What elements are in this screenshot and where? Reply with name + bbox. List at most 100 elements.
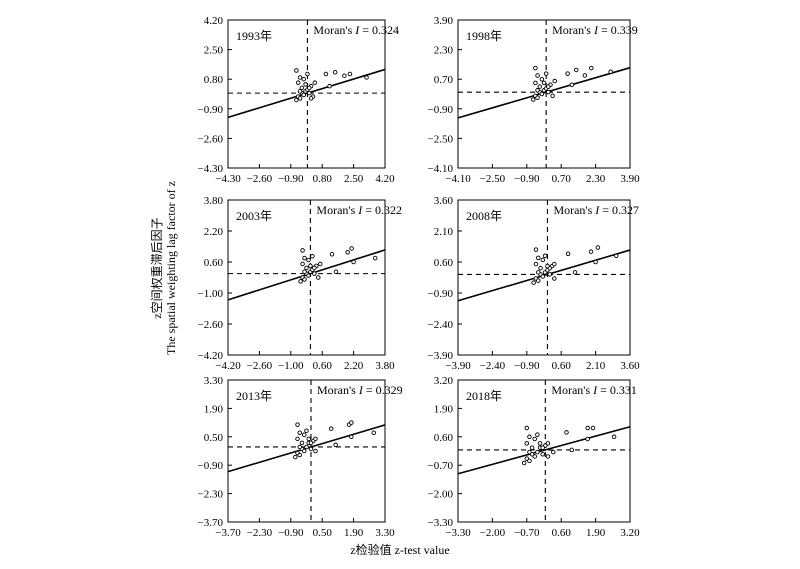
data-point — [539, 76, 545, 82]
data-point — [551, 449, 556, 455]
y-tick-label: 0.60 — [204, 257, 224, 269]
y-tick-label: 2.50 — [204, 45, 224, 57]
data-point — [540, 445, 545, 450]
x-tick-label: −2.50 — [480, 173, 506, 185]
x-tick-label: −2.60 — [247, 360, 273, 372]
data-point — [535, 95, 540, 100]
data-point — [536, 255, 541, 261]
x-tick-label: −0.90 — [514, 360, 540, 372]
y-tick-label: −4.30 — [198, 163, 224, 175]
x-tick-label: 2.10 — [586, 360, 606, 372]
panel-frame — [457, 379, 631, 523]
data-point — [540, 257, 546, 263]
panel-frame — [227, 19, 386, 169]
moran-label: Moran's I = 0.327 — [553, 203, 639, 217]
ylabel-en: The spatial weighting lag factor of z — [164, 181, 178, 355]
y-tick-label: 2.20 — [204, 226, 224, 238]
data-point — [299, 440, 305, 446]
moran-label: Moran's I = 0.329 — [317, 383, 403, 397]
panel-frame — [227, 199, 386, 356]
data-point — [295, 80, 301, 85]
moran-label: Moran's I = 0.339 — [552, 23, 638, 37]
y-tick-label: −2.60 — [198, 319, 224, 331]
data-point — [316, 275, 321, 280]
y-tick-label: −3.70 — [198, 517, 224, 529]
data-point — [313, 448, 318, 454]
data-point — [349, 420, 354, 425]
x-tick-label: −1.00 — [278, 360, 304, 372]
data-point — [297, 96, 303, 101]
y-tick-label: −0.90 — [198, 104, 224, 116]
data-point — [565, 251, 571, 256]
data-point — [308, 440, 314, 446]
data-point — [527, 458, 532, 464]
moran-label: Moran's I = 0.324 — [313, 23, 399, 37]
moran-value: = 0.331 — [597, 383, 637, 397]
panel-frame — [227, 379, 386, 523]
moran-label: Moran's I = 0.331 — [551, 383, 637, 397]
x-tick-label: −4.10 — [445, 173, 471, 185]
data-point — [349, 246, 354, 251]
y-tick-label: −2.60 — [198, 133, 224, 145]
panel-5: −3.70 −2.30 −0.90 0.50 1.90 3.303.301.900.50−… — [198, 375, 403, 539]
x-tick-label: 0.60 — [552, 527, 572, 539]
panel-4: −3.90 −2.40 −0.90 0.60 2.10 3.603.602.100.60−… — [428, 195, 641, 372]
data-point — [301, 76, 306, 82]
data-point — [300, 248, 305, 253]
data-point — [297, 75, 303, 80]
panel-6: −3.30 −2.00 −0.70 0.60 1.90 3.203.201.900.60−… — [428, 375, 641, 539]
data-point — [536, 270, 541, 275]
data-point — [539, 91, 545, 97]
moran-symbol: I — [357, 203, 363, 217]
panel-frame — [457, 199, 631, 356]
x-tick-label: 0.70 — [552, 173, 572, 185]
data-point — [351, 259, 356, 265]
moran-label: Moran's I = 0.322 — [316, 203, 402, 217]
data-point — [533, 65, 538, 71]
y-tick-label: −2.30 — [198, 489, 224, 501]
regression-line — [457, 425, 631, 475]
data-point — [312, 271, 317, 276]
data-point — [306, 257, 311, 263]
data-point — [541, 80, 547, 86]
moran-prefix: Moran's — [553, 203, 595, 217]
data-point — [297, 430, 303, 435]
xlabel: z检验值 z-test value — [350, 542, 449, 557]
data-point — [569, 82, 575, 87]
y-tick-label: 2.10 — [434, 226, 454, 238]
data-point — [611, 434, 617, 440]
data-point — [524, 425, 530, 431]
x-tick-label: 3.80 — [375, 360, 395, 372]
data-point — [364, 75, 369, 80]
data-point — [372, 255, 378, 261]
x-tick-label: 0.50 — [313, 527, 333, 539]
data-point — [552, 261, 557, 267]
year-label: 2013年 — [236, 389, 272, 403]
data-point — [333, 269, 339, 274]
y-tick-label: 3.80 — [204, 195, 224, 207]
data-point — [323, 71, 329, 77]
data-point — [299, 85, 305, 91]
data-point — [333, 442, 338, 448]
data-point — [307, 90, 312, 96]
year-label: 2003年 — [236, 209, 272, 223]
x-tick-label: 0.60 — [313, 360, 333, 372]
year-label: 2018年 — [466, 389, 502, 403]
data-point — [537, 84, 542, 89]
moran-value: = 0.322 — [362, 203, 402, 217]
data-point — [313, 436, 318, 442]
data-point — [302, 269, 307, 274]
data-point — [312, 265, 317, 271]
x-tick-label: 4.20 — [375, 173, 395, 185]
x-tick-label: −2.30 — [247, 527, 273, 539]
y-tick-label: −0.70 — [428, 460, 454, 472]
data-point — [300, 261, 305, 267]
data-point — [297, 444, 303, 450]
data-point — [294, 97, 299, 103]
data-point — [588, 249, 594, 254]
y-tick-label: −0.90 — [198, 460, 224, 472]
panels-group: −4.30 −2.60 −0.90 0.80 2.50 4.204.202.500.80−… — [198, 15, 641, 539]
y-tick-label: −4.20 — [198, 350, 224, 362]
moran-prefix: Moran's — [313, 23, 355, 37]
x-tick-label: −0.90 — [278, 527, 304, 539]
